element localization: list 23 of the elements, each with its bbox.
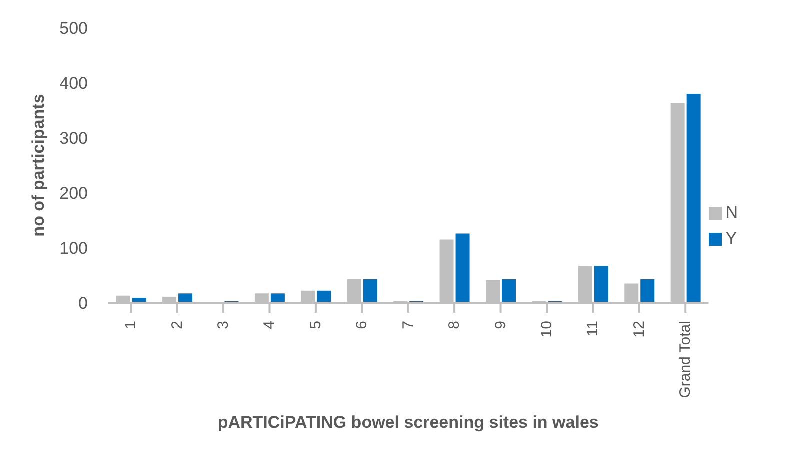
x-tick-label: 6 xyxy=(354,321,371,330)
y-tick-label: 100 xyxy=(60,239,88,258)
y-tick-label: 500 xyxy=(60,19,88,38)
x-tick-label: 2 xyxy=(168,321,186,330)
x-tick-label: 5 xyxy=(307,321,324,330)
y-tick-label: 200 xyxy=(60,184,88,204)
x-tick-label: 8 xyxy=(446,321,464,330)
x-tick-label: 4 xyxy=(261,321,278,330)
y-tick-label: 400 xyxy=(60,74,88,94)
x-tick-label: 11 xyxy=(584,321,602,337)
legend-label: N xyxy=(726,202,738,222)
legend-label: Y xyxy=(726,228,738,248)
x-tick-label: Grand Total xyxy=(677,321,694,398)
x-axis-title: pARTICiPATING bowel screening sites in wales xyxy=(218,413,599,432)
x-tick-label: 10 xyxy=(538,321,556,338)
x-tick-label: 1 xyxy=(122,321,140,330)
y-axis-title: no of participants xyxy=(29,94,48,237)
y-tick-label: 300 xyxy=(60,129,88,148)
x-tick-label: 12 xyxy=(630,321,648,338)
x-tick-label: 7 xyxy=(400,321,417,330)
y-tick-label: 0 xyxy=(78,294,88,314)
x-tick-label: 3 xyxy=(215,321,232,330)
x-tick-label: 9 xyxy=(492,321,510,330)
